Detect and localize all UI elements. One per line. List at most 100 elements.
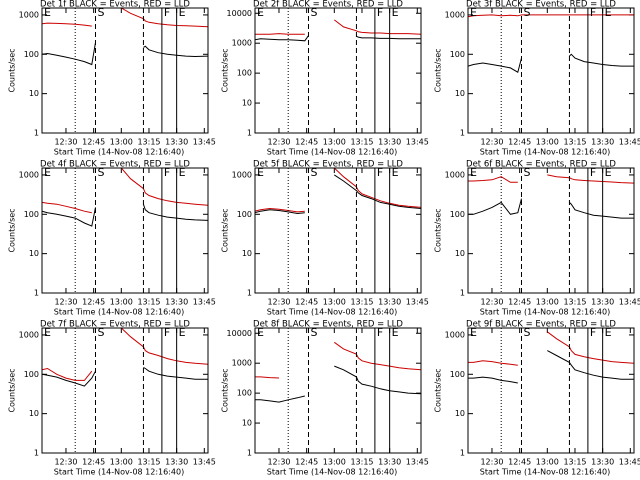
x-tick-label: 13:00: [110, 458, 133, 467]
y-axis-label: Counts/sec: [8, 368, 17, 412]
x-tick-label: 13:30: [165, 298, 188, 307]
y-tick-label: 100: [24, 370, 39, 379]
x-tick-label: 13:15: [350, 298, 373, 307]
x-tick-label: 13:15: [137, 458, 160, 467]
series-line: [255, 174, 421, 215]
marker-label: F: [164, 6, 170, 19]
x-tick-label: 12:30: [480, 458, 503, 467]
marker-label: E: [470, 326, 477, 339]
x-tick-label: 13:30: [378, 298, 401, 307]
plot-frame: [41, 327, 209, 454]
series-line: [468, 14, 634, 18]
marker-label: F: [377, 326, 383, 339]
plot-frame: [467, 7, 635, 134]
marker-label: S: [523, 166, 530, 179]
x-axis-label: Start Time (14-Nov-08 12:16:40): [267, 148, 397, 157]
chart-title: Det 5f BLACK = Events, RED = LLD: [253, 160, 403, 170]
y-axis-label: Counts/sec: [221, 48, 230, 92]
y-axis-label: Counts/sec: [221, 208, 230, 252]
x-tick-label: 12:30: [480, 138, 503, 147]
y-tick-label: 1000: [232, 170, 252, 179]
y-axis-label: Counts/sec: [434, 368, 443, 412]
y-tick-label: 1: [247, 129, 252, 138]
x-axis-label: Start Time (14-Nov-08 12:16:40): [54, 308, 184, 317]
y-tick-label: 10: [455, 409, 465, 418]
x-axis-label: Start Time (14-Nov-08 12:16:40): [480, 308, 610, 317]
marker-label: E: [44, 166, 51, 179]
marker-label: F: [164, 166, 170, 179]
series-line: [468, 53, 634, 73]
y-tick-label: 100: [450, 210, 465, 219]
x-tick-label: 13:15: [563, 138, 586, 147]
series-line: [468, 198, 634, 219]
series-line: [468, 331, 634, 366]
x-tick-label: 13:00: [323, 298, 346, 307]
y-tick-label: 100: [24, 50, 39, 59]
y-tick-label: 10: [242, 99, 252, 108]
x-axis-label: Start Time (14-Nov-08 12:16:40): [267, 468, 397, 477]
plot-frame: [254, 167, 422, 294]
x-tick-label: 13:15: [563, 298, 586, 307]
y-axis-label: Counts/sec: [221, 368, 230, 412]
marker-label: E: [257, 6, 264, 19]
x-axis-label: Start Time (14-Nov-08 12:16:40): [54, 148, 184, 157]
x-tick-label: 13:00: [110, 138, 133, 147]
y-tick-label: 100: [450, 50, 465, 59]
marker-label: S: [97, 6, 104, 19]
marker-label: F: [377, 6, 383, 19]
y-tick-label: 1000: [232, 39, 252, 48]
y-tick-label: 100: [237, 69, 252, 78]
x-tick-label: 12:30: [480, 298, 503, 307]
y-tick-label: 10: [242, 249, 252, 258]
x-tick-label: 12:45: [508, 298, 531, 307]
x-tick-label: 12:30: [267, 458, 290, 467]
x-tick-label: 12:45: [295, 138, 318, 147]
x-tick-label: 13:15: [137, 138, 160, 147]
x-tick-label: 13:00: [323, 458, 346, 467]
y-tick-label: 10: [455, 89, 465, 98]
x-tick-label: 13:30: [591, 138, 614, 147]
x-tick-label: 13:30: [591, 458, 614, 467]
chart-title: Det 6f BLACK = Events, RED = LLD: [466, 160, 616, 170]
x-axis-label: Start Time (14-Nov-08 12:16:40): [267, 308, 397, 317]
x-tick-label: 12:30: [267, 138, 290, 147]
y-tick-label: 10000: [227, 9, 252, 18]
marker-label: E: [392, 6, 399, 19]
y-tick-label: 1000: [445, 170, 465, 179]
y-tick-label: 100: [450, 370, 465, 379]
x-tick-label: 13:15: [563, 458, 586, 467]
plot-frame: [467, 327, 635, 454]
y-tick-label: 10: [29, 249, 39, 258]
marker-label: F: [377, 166, 383, 179]
y-tick-label: 1: [34, 129, 39, 138]
marker-label: E: [179, 326, 186, 339]
series-line: [255, 341, 421, 379]
x-tick-label: 12:30: [54, 458, 77, 467]
x-axis-label: Start Time (14-Nov-08 12:16:40): [54, 468, 184, 477]
y-axis-label: Counts/sec: [434, 48, 443, 92]
plot-frame: [254, 327, 422, 454]
marker-label: E: [44, 6, 51, 19]
x-axis-label: Start Time (14-Nov-08 12:16:40): [480, 148, 610, 157]
y-tick-label: 1000: [19, 170, 39, 179]
series-line: [42, 204, 208, 227]
x-tick-label: 13:30: [165, 458, 188, 467]
series-line: [42, 8, 208, 28]
series-line: [255, 168, 421, 213]
x-tick-label: 13:45: [193, 138, 216, 147]
series-line: [468, 174, 634, 184]
marker-label: S: [97, 166, 104, 179]
plot-frame: [254, 7, 422, 134]
x-tick-label: 13:45: [193, 458, 216, 467]
marker-label: E: [605, 166, 612, 179]
series-line: [255, 19, 421, 35]
plot-frame: [41, 7, 209, 134]
series-line: [468, 350, 634, 384]
marker-label: S: [523, 326, 530, 339]
plot-frame: [467, 167, 635, 294]
y-axis-label: Counts/sec: [8, 208, 17, 252]
y-tick-label: 1000: [445, 10, 465, 19]
y-tick-label: 1000: [232, 359, 252, 368]
marker-label: E: [470, 166, 477, 179]
marker-label: S: [310, 166, 317, 179]
